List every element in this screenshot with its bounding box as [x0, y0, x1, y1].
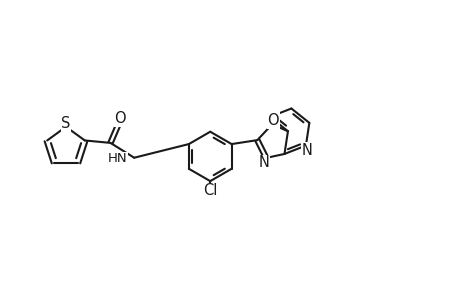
Text: Cl: Cl — [202, 184, 217, 199]
Text: O: O — [114, 111, 126, 126]
Text: O: O — [267, 113, 278, 128]
Text: S: S — [61, 116, 71, 131]
Text: N: N — [301, 143, 312, 158]
Text: HN: HN — [107, 152, 127, 165]
Text: N: N — [258, 155, 269, 170]
